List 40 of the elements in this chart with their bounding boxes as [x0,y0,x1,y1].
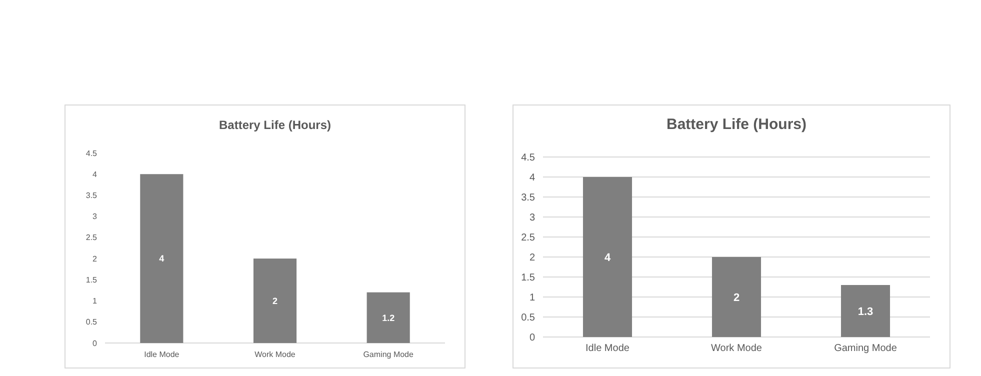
y-tick-label: 1 [92,296,98,306]
x-tick-label: Work Mode [711,343,762,354]
x-tick-label: Work Mode [254,350,296,359]
x-tick-label: Idle Mode [586,343,630,354]
data-label: 4 [159,254,164,264]
y-tick-label: 4.5 [521,152,536,164]
y-tick-label: 1.5 [86,275,98,284]
y-tick-label: 2.5 [521,232,536,244]
y-tick-label: 4 [529,172,536,184]
y-tick-label: 2 [92,254,98,264]
data-label: 4 [604,252,612,264]
y-tick-label: 0.5 [86,318,98,327]
y-tick-label: 3.5 [86,191,98,200]
bar [253,258,297,343]
bar [140,174,184,343]
y-tick-label: 2 [529,252,536,264]
chart-title: Battery Life (Hours) [218,118,332,132]
y-tick-label: 3 [529,212,536,224]
data-label: 1.3 [858,306,874,318]
y-tick-label: 4.5 [86,148,98,158]
data-label: 1.2 [382,312,395,323]
x-tick-label: Gaming Mode [363,350,414,359]
data-label: 2 [733,292,740,304]
y-tick-label: 0.5 [521,312,536,324]
y-tick-label: 1.5 [521,272,536,284]
bar [582,177,632,337]
chart-title: Battery Life (Hours) [666,116,807,133]
data-label: 2 [272,296,278,306]
y-tick-label: 0 [92,338,98,348]
bar [366,292,410,343]
y-tick-label: 1 [529,292,536,304]
x-tick-label: Gaming Mode [834,343,898,354]
y-tick-label: 2.5 [86,233,98,242]
y-tick-label: 4 [92,170,98,179]
x-tick-label: Idle Mode [144,350,180,359]
bar [840,285,890,337]
y-tick-label: 3.5 [521,192,536,204]
y-tick-label: 0 [529,332,536,344]
bar [712,257,762,337]
y-tick-label: 3 [92,212,98,222]
